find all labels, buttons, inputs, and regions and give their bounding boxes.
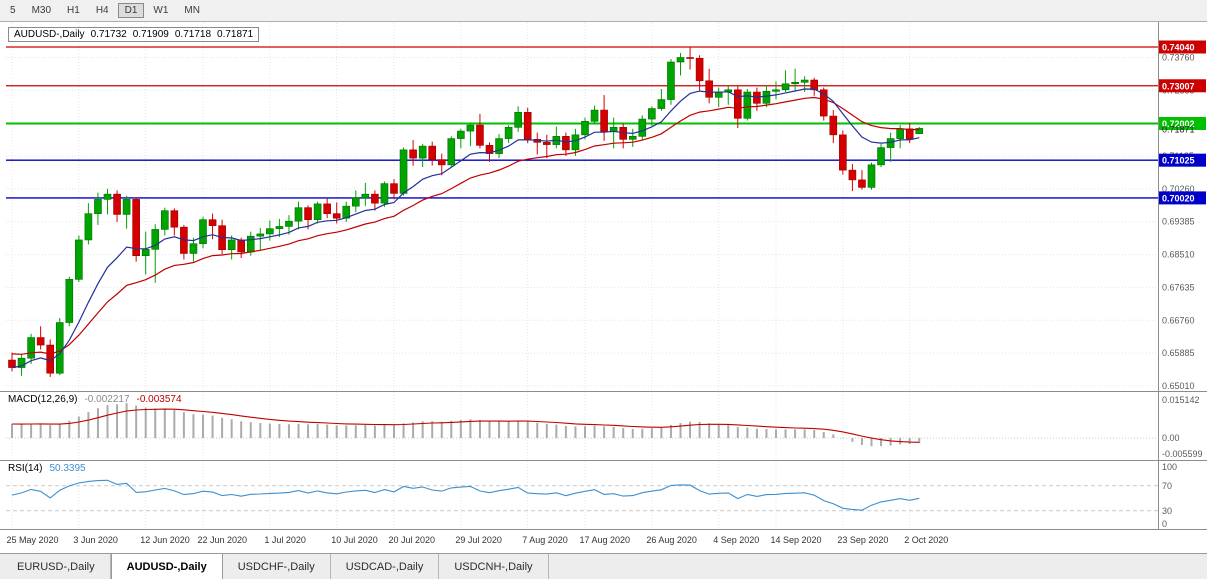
svg-text:-0.005599: -0.005599 [1162, 449, 1203, 459]
timeframe-button-h1[interactable]: H1 [60, 3, 87, 18]
svg-text:30: 30 [1162, 506, 1172, 516]
svg-text:3 Jun 2020: 3 Jun 2020 [73, 535, 118, 545]
timeframe-button-mn[interactable]: MN [177, 3, 207, 18]
svg-text:0.65885: 0.65885 [1162, 348, 1195, 358]
macd-signal-value: -0.003574 [136, 394, 182, 405]
horizontal-gridlines [6, 57, 1158, 387]
svg-text:0.68510: 0.68510 [1162, 250, 1195, 260]
current-price-label: 0.71871 [1162, 124, 1195, 134]
price-axis-labels: 0.737600.728850.720100.711350.702600.693… [1162, 53, 1195, 391]
svg-text:20 Jul 2020: 20 Jul 2020 [389, 535, 436, 545]
tab-usdcnh-daily[interactable]: USDCNH-,Daily [439, 554, 549, 579]
svg-text:70: 70 [1162, 481, 1172, 491]
svg-text:7 Aug 2020: 7 Aug 2020 [522, 535, 568, 545]
svg-text:100: 100 [1162, 462, 1177, 472]
rsi-indicator-label: RSI(14) 50.3395 [8, 463, 86, 474]
ma-fast-line [11, 88, 920, 369]
rsi-value: 50.3395 [49, 463, 86, 474]
svg-text:23 Sep 2020: 23 Sep 2020 [837, 535, 888, 545]
timeframe-button-w1[interactable]: W1 [146, 3, 175, 18]
svg-text:12 Jun 2020: 12 Jun 2020 [140, 535, 190, 545]
ma-slow-line [11, 96, 920, 355]
tab-eurusd-daily[interactable]: EURUSD-,Daily [2, 554, 111, 579]
ohlc-open-value: 0.71732 [90, 29, 127, 40]
rsi-indicator-name: RSI(14) [8, 463, 43, 474]
tab-usdchf-daily[interactable]: USDCHF-,Daily [223, 554, 331, 579]
svg-text:4 Sep 2020: 4 Sep 2020 [713, 535, 759, 545]
svg-text:0.69385: 0.69385 [1162, 217, 1195, 227]
rsi-line [11, 479, 920, 511]
svg-text:25 May 2020: 25 May 2020 [7, 535, 59, 545]
svg-text:0.67635: 0.67635 [1162, 282, 1195, 292]
price-level-badges: 0.74040 0.73007 0.72002 0.71025 0.70020 [1159, 40, 1206, 205]
date-axis-labels: 25 May 2020 3 Jun 2020 12 Jun 2020 22 Jun 2… [7, 535, 949, 545]
macd-main-value: -0.002217 [84, 394, 130, 405]
chart-symbol-period: AUDUSD-,Daily [14, 29, 85, 40]
ohlc-high-value: 0.71909 [132, 29, 169, 40]
timeframe-button-d1[interactable]: D1 [117, 3, 145, 18]
svg-text:26 Aug 2020: 26 Aug 2020 [646, 535, 697, 545]
candles [8, 46, 924, 377]
timeframe-button-m30[interactable]: M30 [25, 3, 58, 18]
macd-indicator-name: MACD(12,26,9) [8, 394, 78, 405]
timeframe-toolbar: 5 M30 H1 H4 D1 W1 MN [0, 0, 1207, 22]
svg-text:17 Aug 2020: 17 Aug 2020 [580, 535, 631, 545]
macd-axis-labels: 0.015142 0.00 -0.005599 [1162, 395, 1203, 459]
svg-text:0.71025: 0.71025 [1162, 156, 1195, 166]
svg-text:0: 0 [1162, 519, 1167, 529]
svg-text:0.74040: 0.74040 [1162, 43, 1195, 53]
svg-text:0.72002: 0.72002 [1162, 119, 1195, 129]
svg-text:0.71871: 0.71871 [1162, 124, 1195, 134]
rsi-level-lines [6, 485, 1158, 512]
svg-text:2 Oct 2020: 2 Oct 2020 [904, 535, 948, 545]
macd-indicator-label: MACD(12,26,9) -0.002217 -0.003574 [8, 394, 182, 405]
vertical-gridlines [11, 23, 911, 529]
svg-text:14 Sep 2020: 14 Sep 2020 [771, 535, 822, 545]
svg-text:10 Jul 2020: 10 Jul 2020 [331, 535, 378, 545]
panel-borders [0, 22, 1207, 530]
chart-title: AUDUSD-,Daily 0.71732 0.71909 0.71718 0.… [8, 27, 260, 42]
tab-audusd-daily[interactable]: AUDUSD-,Daily [110, 553, 223, 579]
svg-text:0.70260: 0.70260 [1162, 184, 1195, 194]
svg-text:0.00: 0.00 [1162, 433, 1180, 443]
timeframe-button-h4[interactable]: H4 [89, 3, 116, 18]
ohlc-low-value: 0.71718 [174, 29, 212, 40]
macd-signal-line [11, 408, 920, 443]
tab-usdcad-daily[interactable]: USDCAD-,Daily [331, 554, 440, 579]
timeframe-button-m5[interactable]: 5 [3, 3, 23, 18]
svg-text:1 Jul 2020: 1 Jul 2020 [264, 535, 306, 545]
svg-text:0.66760: 0.66760 [1162, 315, 1195, 325]
svg-text:0.015142: 0.015142 [1162, 395, 1200, 405]
ohlc-close-value: 0.71871 [217, 29, 254, 40]
svg-text:0.65010: 0.65010 [1162, 381, 1195, 391]
rsi-axis-labels: 100 70 30 0 [1162, 462, 1177, 529]
svg-text:0.73760: 0.73760 [1162, 53, 1195, 63]
svg-text:0.73007: 0.73007 [1162, 81, 1195, 91]
svg-text:22 Jun 2020: 22 Jun 2020 [198, 535, 248, 545]
svg-text:29 Jul 2020: 29 Jul 2020 [455, 535, 502, 545]
svg-text:0.70020: 0.70020 [1162, 193, 1195, 203]
symbol-tabbar: EURUSD-,Daily AUDUSD-,Daily USDCHF-,Dail… [0, 553, 1207, 579]
